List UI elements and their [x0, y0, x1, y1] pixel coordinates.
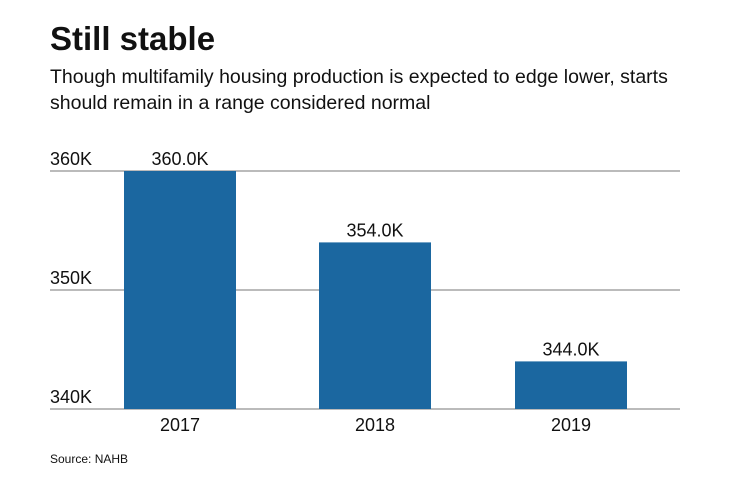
data-label: 354.0K [346, 220, 403, 240]
y-tick-label: 340K [50, 387, 92, 407]
bar-2018 [319, 242, 431, 409]
x-tick-label: 2018 [355, 415, 395, 435]
chart-title: Still stable [50, 20, 216, 57]
data-label: 344.0K [542, 339, 599, 359]
x-tick-label: 2017 [160, 415, 200, 435]
chart-subtitle: Though multifamily housing production is… [50, 66, 668, 114]
bar-2019 [515, 361, 627, 409]
data-label: 360.0K [151, 149, 208, 169]
bar-2017 [124, 171, 236, 409]
x-tick-label: 2019 [551, 415, 591, 435]
source-note: Source: NAHB [50, 452, 129, 466]
y-tick-label: 350K [50, 268, 92, 288]
y-tick-label: 360K [50, 149, 92, 169]
